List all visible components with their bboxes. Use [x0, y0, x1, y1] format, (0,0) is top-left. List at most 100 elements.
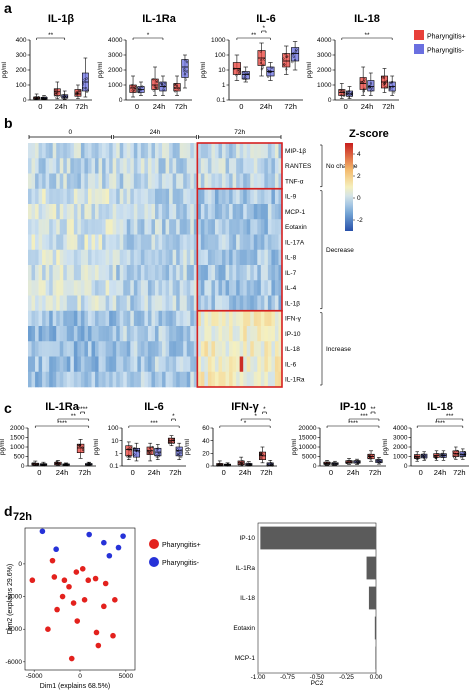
- box-point: [285, 68, 288, 71]
- heatmap-cell: [52, 219, 57, 235]
- y-tick-label: 0: [119, 97, 123, 104]
- heatmap-cell: [274, 188, 279, 205]
- heatmap-cell: [225, 356, 230, 373]
- heatmap-cell: [162, 204, 166, 220]
- heatmap-cell: [204, 158, 209, 174]
- group-label: 72h: [234, 129, 245, 136]
- heatmap-cell: [186, 219, 191, 235]
- heatmap-cell: [204, 356, 209, 373]
- heatmap-cell: [214, 326, 219, 342]
- heatmap-cell: [158, 341, 163, 357]
- box-point: [155, 79, 158, 82]
- heatmap-cell: [267, 341, 272, 357]
- box-point: [137, 91, 141, 94]
- heatmap-cell: [264, 234, 269, 251]
- heatmap-cell: [253, 295, 258, 312]
- heatmap-cell: [260, 356, 265, 373]
- heatmap-cell: [87, 326, 92, 342]
- heatmap-cell: [172, 326, 177, 342]
- heatmap-cell: [204, 295, 209, 312]
- heatmap-cell: [271, 341, 276, 357]
- heatmap-cell: [155, 188, 159, 205]
- heatmap-cell: [250, 249, 255, 266]
- heatmap-cell: [84, 204, 89, 220]
- heatmap-cell: [38, 356, 43, 373]
- bar: [374, 616, 376, 640]
- heatmap-cell: [162, 356, 166, 373]
- heatmap-cell: [130, 173, 135, 190]
- heatmap-cell: [133, 356, 138, 373]
- row-label: MIP-1β: [285, 148, 306, 155]
- heatmap-cell: [260, 371, 265, 388]
- row-group-label: Decrease: [326, 247, 354, 254]
- heatmap-cell: [87, 188, 92, 205]
- box-point: [53, 89, 57, 92]
- heatmap-cell: [267, 371, 272, 388]
- heatmap-cell: [42, 295, 46, 312]
- heatmap-cell: [98, 280, 103, 296]
- heatmap-cell: [28, 310, 32, 327]
- heatmap-cell: [98, 310, 103, 327]
- heatmap-cell: [35, 204, 39, 220]
- heatmap-cell: [225, 158, 230, 174]
- heatmap-cell: [172, 234, 177, 251]
- box-point: [135, 448, 138, 451]
- heatmap-cell: [112, 219, 117, 235]
- heatmap-cell: [250, 371, 255, 388]
- heatmap-cell: [176, 234, 180, 251]
- heatmap-cell: [56, 188, 61, 205]
- heatmap-cell: [218, 280, 223, 296]
- heatmap-cell: [200, 143, 205, 159]
- box-point: [151, 445, 154, 449]
- heatmap-cell: [197, 280, 202, 296]
- heatmap-cell: [66, 143, 71, 159]
- box-point: [163, 81, 167, 84]
- heatmap-cell: [116, 326, 121, 342]
- heatmap-cell: [63, 371, 68, 388]
- heatmap-cell: [155, 265, 159, 281]
- y-tick-label: 20000: [298, 425, 316, 432]
- heatmap-cell: [264, 219, 269, 235]
- box-point: [415, 457, 418, 460]
- heatmap-cell: [197, 173, 202, 190]
- heatmap-cell: [200, 310, 205, 327]
- box-point: [173, 86, 176, 90]
- box-point: [164, 84, 167, 87]
- heatmap-cell: [246, 188, 251, 205]
- heatmap-cell: [236, 356, 240, 373]
- box-point: [184, 59, 187, 62]
- heatmap-cell: [246, 143, 251, 159]
- heatmap-cell: [225, 249, 230, 266]
- heatmap-cell: [126, 341, 131, 357]
- heatmap-cell: [49, 341, 53, 357]
- heatmap-cell: [52, 143, 57, 159]
- heatmap-cell: [214, 188, 219, 205]
- heatmap-cell: [144, 295, 149, 312]
- heatmap-cell: [59, 158, 64, 174]
- heatmap-cell: [246, 356, 251, 373]
- heatmap-cell: [162, 143, 166, 159]
- x-tick-label: 72h: [382, 102, 395, 111]
- heatmap-cell: [105, 158, 110, 174]
- heatmap-cell: [102, 310, 106, 327]
- heatmap-cell: [133, 249, 138, 266]
- heatmap-cell: [214, 310, 219, 327]
- heatmap-cell: [63, 310, 68, 327]
- heatmap-cell: [137, 326, 142, 342]
- box-point: [379, 459, 382, 462]
- heatmap-cell: [73, 249, 78, 266]
- heatmap-cell: [250, 326, 255, 342]
- heatmap-cell: [133, 326, 138, 342]
- y-tick-label: 0: [313, 463, 317, 470]
- heatmap-cell: [190, 249, 195, 266]
- heatmap-cell: [119, 234, 124, 251]
- box-point: [155, 86, 159, 89]
- heatmap-cell: [56, 371, 61, 388]
- heatmap-cell: [35, 249, 39, 266]
- box-point: [249, 463, 252, 466]
- heatmap-cell: [165, 265, 170, 281]
- heatmap-cell: [207, 249, 212, 266]
- heatmap-cell: [80, 158, 85, 174]
- heatmap-cell: [144, 173, 149, 190]
- box-point: [185, 61, 189, 64]
